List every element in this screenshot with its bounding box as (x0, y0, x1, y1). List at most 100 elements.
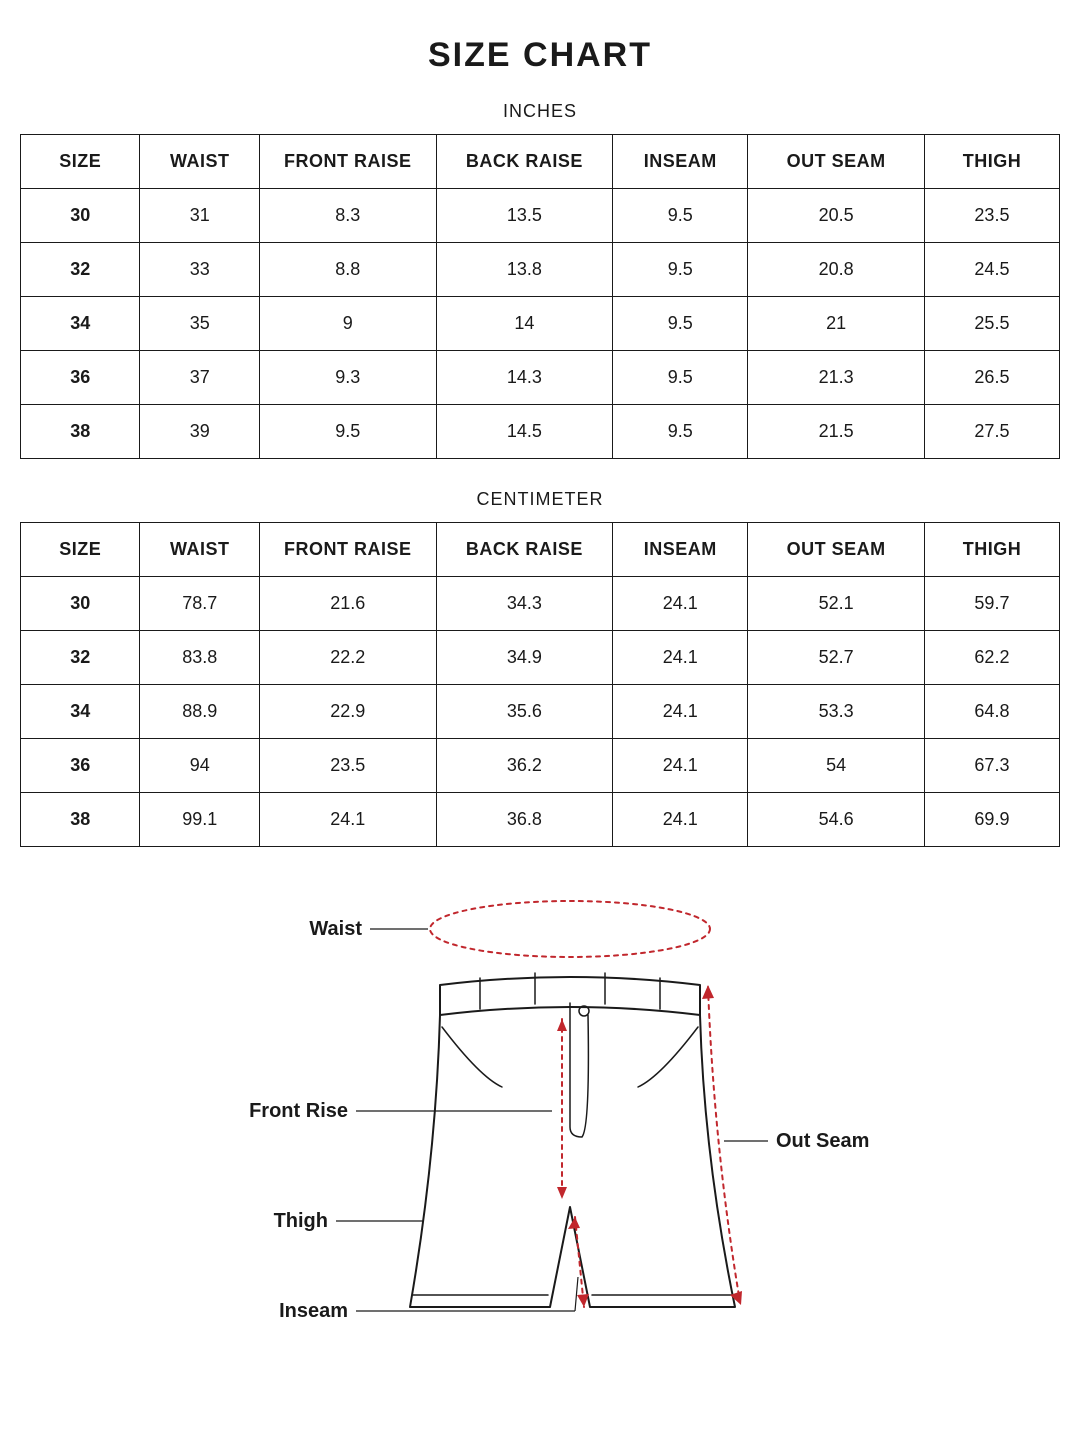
table-cell: 52.1 (748, 577, 925, 631)
arrowhead-icon (568, 1217, 580, 1229)
table-cell: 8.3 (259, 189, 436, 243)
table-cell: 64.8 (924, 685, 1059, 739)
table-cell: 9.5 (613, 405, 748, 459)
table-row: 3078.721.634.324.152.159.7 (21, 577, 1060, 631)
header-cell: BACK RAISE (436, 135, 613, 189)
table-cell: 54 (748, 739, 925, 793)
table-cell: 36 (21, 739, 140, 793)
header-cell: INSEAM (613, 523, 748, 577)
table-cell: 21.5 (748, 405, 925, 459)
table-cell: 30 (21, 577, 140, 631)
table-cell: 14.3 (436, 351, 613, 405)
header-cell: SIZE (21, 523, 140, 577)
size-table-centimeter: SIZE WAIST FRONT RAISE BACK RAISE INSEAM… (20, 522, 1060, 847)
table-cell: 34.9 (436, 631, 613, 685)
table-cell: 21.3 (748, 351, 925, 405)
table-cell: 22.2 (259, 631, 436, 685)
table-cell: 24.5 (924, 243, 1059, 297)
table-cell: 24.1 (613, 793, 748, 847)
table-row: 32338.813.89.520.824.5 (21, 243, 1060, 297)
table-row: 3899.124.136.824.154.669.9 (21, 793, 1060, 847)
shorts-body-icon (410, 1015, 735, 1307)
table-cell: 54.6 (748, 793, 925, 847)
table-row: 3283.822.234.924.152.762.2 (21, 631, 1060, 685)
leader-line (575, 1277, 578, 1311)
fly-icon (570, 1003, 588, 1137)
table-cell: 24.1 (259, 793, 436, 847)
table-cell: 24.1 (613, 739, 748, 793)
table-title-inches: INCHES (20, 101, 1060, 122)
table-cell: 14.5 (436, 405, 613, 459)
table-cell: 69.9 (924, 793, 1059, 847)
table-cell: 9.3 (259, 351, 436, 405)
table-cell: 35.6 (436, 685, 613, 739)
front-rise-label: Front Rise (249, 1100, 348, 1122)
table-cell: 9.5 (613, 351, 748, 405)
garment-diagram: Waist Front Rise Thigh Inseam Out Seam (180, 877, 900, 1377)
header-cell: WAIST (140, 523, 259, 577)
table-cell: 35 (140, 297, 259, 351)
arrowhead-icon (577, 1294, 589, 1307)
table-cell: 36.8 (436, 793, 613, 847)
table-cell: 9.5 (259, 405, 436, 459)
table-cell: 67.3 (924, 739, 1059, 793)
table-cell: 38 (21, 405, 140, 459)
table-cell: 9.5 (613, 189, 748, 243)
table-cell: 24.1 (613, 631, 748, 685)
inseam-label: Inseam (279, 1300, 348, 1322)
waist-ellipse-icon (430, 901, 710, 957)
table-cell: 99.1 (140, 793, 259, 847)
table-cell: 13.5 (436, 189, 613, 243)
header-cell: OUT SEAM (748, 523, 925, 577)
table-header-row: SIZE WAIST FRONT RAISE BACK RAISE INSEAM… (21, 523, 1060, 577)
table-row: 30318.313.59.520.523.5 (21, 189, 1060, 243)
table-cell: 30 (21, 189, 140, 243)
header-cell: THIGH (924, 523, 1059, 577)
arrowhead-icon (702, 985, 714, 999)
table-cell: 88.9 (140, 685, 259, 739)
table-cell: 52.7 (748, 631, 925, 685)
table-cell: 78.7 (140, 577, 259, 631)
header-cell: INSEAM (613, 135, 748, 189)
table-cell: 59.7 (924, 577, 1059, 631)
table-row: 369423.536.224.15467.3 (21, 739, 1060, 793)
table-cell: 21.6 (259, 577, 436, 631)
page: SIZE CHART INCHES SIZE WAIST FRONT RAISE… (0, 0, 1080, 1397)
table-row: 34359149.52125.5 (21, 297, 1060, 351)
table-header-row: SIZE WAIST FRONT RAISE BACK RAISE INSEAM… (21, 135, 1060, 189)
table-cell: 24.1 (613, 685, 748, 739)
table-cell: 32 (21, 243, 140, 297)
header-cell: THIGH (924, 135, 1059, 189)
page-title: SIZE CHART (20, 36, 1060, 75)
table-cell: 9.5 (613, 297, 748, 351)
table-cell: 27.5 (924, 405, 1059, 459)
table-cell: 34 (21, 685, 140, 739)
diagram-container: Waist Front Rise Thigh Inseam Out Seam (20, 877, 1060, 1377)
table-row: 36379.314.39.521.326.5 (21, 351, 1060, 405)
table-cell: 20.5 (748, 189, 925, 243)
table-row: 38399.514.59.521.527.5 (21, 405, 1060, 459)
table-title-centimeter: CENTIMETER (20, 489, 1060, 510)
table-cell: 14 (436, 297, 613, 351)
table-cell: 8.8 (259, 243, 436, 297)
table-cell: 62.2 (924, 631, 1059, 685)
table-body-inches: 30318.313.59.520.523.532338.813.89.520.8… (21, 189, 1060, 459)
table-body-centimeter: 3078.721.634.324.152.159.73283.822.234.9… (21, 577, 1060, 847)
header-cell: FRONT RAISE (259, 523, 436, 577)
table-cell: 13.8 (436, 243, 613, 297)
table-cell: 34.3 (436, 577, 613, 631)
table-cell: 21 (748, 297, 925, 351)
table-cell: 83.8 (140, 631, 259, 685)
pocket-left-icon (442, 1027, 502, 1087)
table-cell: 94 (140, 739, 259, 793)
table-row: 3488.922.935.624.153.364.8 (21, 685, 1060, 739)
table-cell: 53.3 (748, 685, 925, 739)
header-cell: BACK RAISE (436, 523, 613, 577)
table-cell: 36 (21, 351, 140, 405)
table-cell: 9 (259, 297, 436, 351)
table-cell: 25.5 (924, 297, 1059, 351)
table-cell: 34 (21, 297, 140, 351)
header-cell: SIZE (21, 135, 140, 189)
header-cell: OUT SEAM (748, 135, 925, 189)
arrowhead-icon (557, 1187, 567, 1199)
